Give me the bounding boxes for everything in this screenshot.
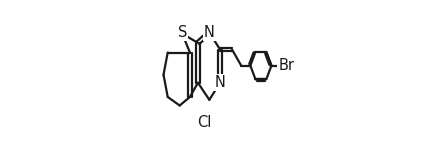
Text: N: N: [204, 25, 215, 40]
Text: N: N: [215, 75, 226, 90]
Text: S: S: [178, 25, 187, 40]
Text: Br: Br: [279, 58, 295, 73]
Text: Cl: Cl: [197, 115, 212, 130]
